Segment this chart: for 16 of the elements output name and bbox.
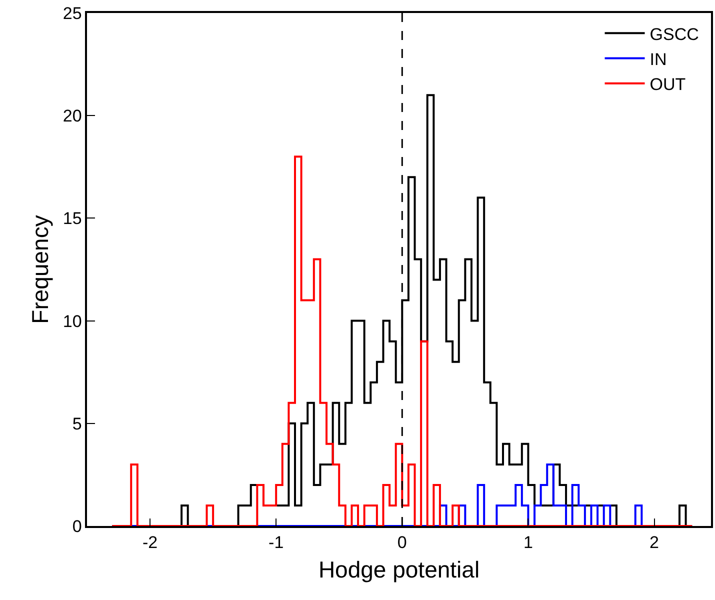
x-tick-label: 1: [523, 533, 533, 552]
legend-label: IN: [650, 50, 667, 69]
x-tick-label: -1: [268, 533, 284, 552]
y-tick-label: 15: [62, 209, 82, 228]
y-axis-title: Frequency: [26, 214, 53, 324]
y-tick-label: 10: [62, 312, 82, 331]
y-tick-label: 20: [62, 106, 82, 126]
x-tick-label: -2: [142, 533, 158, 552]
x-tick-label: 0: [397, 533, 407, 552]
y-tick-label: 25: [62, 4, 82, 23]
x-tick-label: 2: [650, 533, 660, 552]
legend-label: GSCC: [650, 24, 699, 44]
y-tick-label: 5: [72, 414, 82, 434]
y-tick-label: 0: [72, 516, 82, 536]
legend-label: OUT: [650, 74, 686, 94]
x-axis-title: Hodge potential: [318, 556, 480, 582]
